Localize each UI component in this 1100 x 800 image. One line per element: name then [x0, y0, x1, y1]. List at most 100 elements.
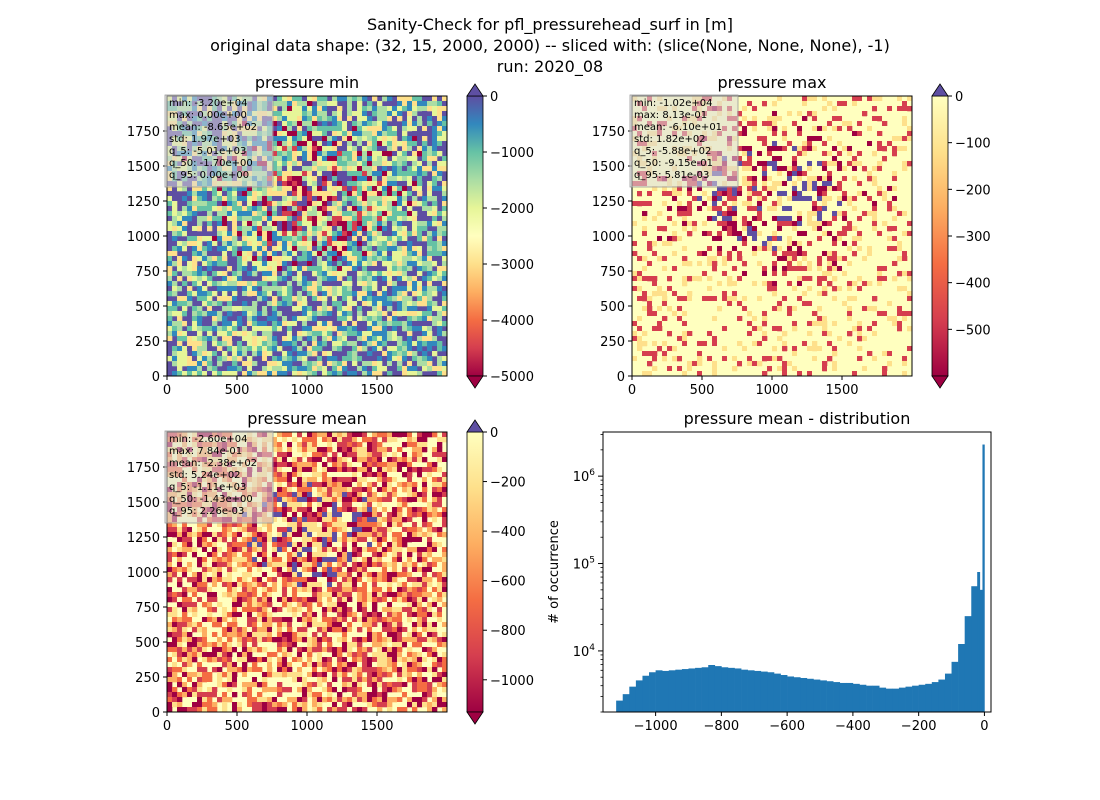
- y-tick-label: 250: [135, 671, 160, 686]
- x-tick-label: 0: [980, 719, 988, 734]
- pressure-min-panel: pressure min 0 500 1000 1500 0 250 500 750 1000 12…: [127, 73, 534, 398]
- colorbar-tick-label: −1000: [490, 146, 534, 161]
- histogram-bar: [964, 616, 972, 712]
- pressure-mean-panel: pressure mean 0 500 1000 1500 0 250 500 750 1000 1…: [127, 409, 534, 734]
- colorbar: 0 −100 −200 −300 −400 −500: [931, 83, 991, 389]
- histogram-bar: [793, 677, 801, 712]
- pressure-max-panel: pressure max 0 500 1000 1500 0 250 500 750 1000 12…: [592, 73, 991, 398]
- histogram-bar: [885, 688, 893, 712]
- histogram-bar: [721, 667, 729, 712]
- histogram-bar: [773, 673, 781, 712]
- y-tick-label: 0: [152, 706, 160, 721]
- colorbar-tick-label: −5000: [490, 370, 534, 385]
- colorbar-gradient: [466, 431, 484, 713]
- histogram-bar: [741, 669, 748, 712]
- x-tick-label: 500: [690, 383, 715, 398]
- histogram-bar: [918, 684, 926, 712]
- stats-line: q_95: 0.00e+00: [169, 170, 249, 181]
- histogram-bar: [662, 670, 670, 712]
- histogram-bar: [622, 694, 630, 712]
- histogram-bar: [826, 681, 834, 712]
- colorbar-tick-label: −1000: [490, 674, 534, 689]
- stats-line: q_50: -1.43e+00: [169, 494, 253, 505]
- colorbar-tick-label: −200: [955, 183, 991, 198]
- y-tick-label: 1000: [592, 230, 625, 245]
- colorbar-extend-top: [466, 83, 484, 97]
- histogram-bar: [780, 675, 788, 712]
- y-tick-label: 750: [135, 601, 160, 616]
- x-tick-label: 500: [225, 719, 250, 734]
- y-tick-label: 1750: [127, 125, 160, 140]
- stats-box-background: [629, 94, 739, 188]
- x-tick-label: −1000: [634, 719, 678, 734]
- histogram-bar: [695, 667, 702, 712]
- colorbar-extend-bottom: [466, 711, 484, 725]
- y-tick-label: 500: [135, 636, 160, 651]
- histogram-bar: [629, 686, 637, 712]
- stats-line: min: -3.20e+04: [169, 98, 248, 109]
- y-tick-label: 1750: [592, 125, 625, 140]
- histogram-bar: [958, 644, 965, 712]
- figure-title-line-3: run: 2020_08: [497, 57, 603, 77]
- histogram-bar: [944, 673, 952, 712]
- x-tick-label: 1500: [825, 383, 858, 398]
- stats-line: std: 1.97e+03: [169, 134, 241, 145]
- stats-line: max: 7.84e-01: [169, 446, 242, 457]
- histogram-bar: [747, 670, 755, 712]
- colorbar-tick-label: 0: [490, 90, 498, 105]
- x-tick-label: 1000: [755, 383, 788, 398]
- y-tick-label: 1500: [127, 160, 160, 175]
- colorbar-tick-label: −100: [955, 137, 991, 152]
- stats-box-background: [164, 94, 274, 188]
- histogram-bar: [760, 671, 768, 712]
- histogram-bar: [806, 678, 814, 712]
- y-tick-label: 1250: [127, 195, 160, 210]
- histogram-bar: [931, 682, 939, 712]
- stats-line: q_95: 2.26e-03: [169, 506, 244, 517]
- histogram-bar: [787, 676, 795, 712]
- colorbar-extend-bottom: [466, 375, 484, 389]
- y-tick-label: 104: [573, 643, 596, 660]
- stats-line: mean: -6.10e+01: [634, 122, 722, 133]
- histogram-bar: [649, 672, 656, 712]
- colorbar-tick-label: −4000: [490, 314, 534, 329]
- colorbar-tick-label: −3000: [490, 258, 534, 273]
- colorbar: 0 −200 −400 −600 −800 −1000: [466, 419, 534, 725]
- histogram-bar: [754, 670, 762, 712]
- colorbar-tick-label: −600: [490, 575, 526, 590]
- histogram-bar: [800, 677, 808, 712]
- histogram-bar: [727, 667, 735, 712]
- histogram-bar: [866, 685, 873, 712]
- y-axis-label: # of occurrence: [547, 520, 562, 624]
- x-tick-label: −600: [769, 719, 805, 734]
- histogram-bar: [846, 682, 854, 712]
- stats-line: q_50: -1.70e+00: [169, 158, 253, 169]
- histogram-bar: [734, 668, 742, 712]
- colorbar-tick-label: −500: [955, 323, 991, 338]
- histogram-bar: [635, 680, 643, 712]
- stats-line: q_5: -5.01e+03: [169, 146, 246, 157]
- figure-title-line-2: original data shape: (32, 15, 2000, 2000…: [210, 36, 890, 55]
- y-tick-label: 1500: [592, 160, 625, 175]
- colorbar-gradient: [931, 95, 949, 377]
- histogram-bars: [616, 444, 985, 712]
- stats-line: max: 8.13e-01: [634, 110, 707, 121]
- histogram-bar: [951, 661, 959, 712]
- histogram-bar: [714, 666, 722, 712]
- figure-title: Sanity-Check for pfl_pressurehead_surf i…: [210, 15, 890, 77]
- colorbar-extend-bottom: [931, 375, 949, 389]
- histogram-bar: [852, 683, 860, 712]
- x-tick-label: 1000: [290, 383, 323, 398]
- y-tick-label: 250: [135, 335, 160, 350]
- x-tick-label: 0: [628, 383, 636, 398]
- stats-line: std: 1.82e+02: [634, 134, 706, 145]
- histogram-bar: [977, 572, 981, 712]
- stats-line: min: -2.60e+04: [169, 434, 248, 445]
- x-tick-label: −800: [704, 719, 740, 734]
- y-tick-label: 106: [573, 468, 596, 485]
- colorbar-gradient: [466, 95, 484, 377]
- histogram-bar: [925, 683, 933, 712]
- histogram-bar: [688, 668, 696, 712]
